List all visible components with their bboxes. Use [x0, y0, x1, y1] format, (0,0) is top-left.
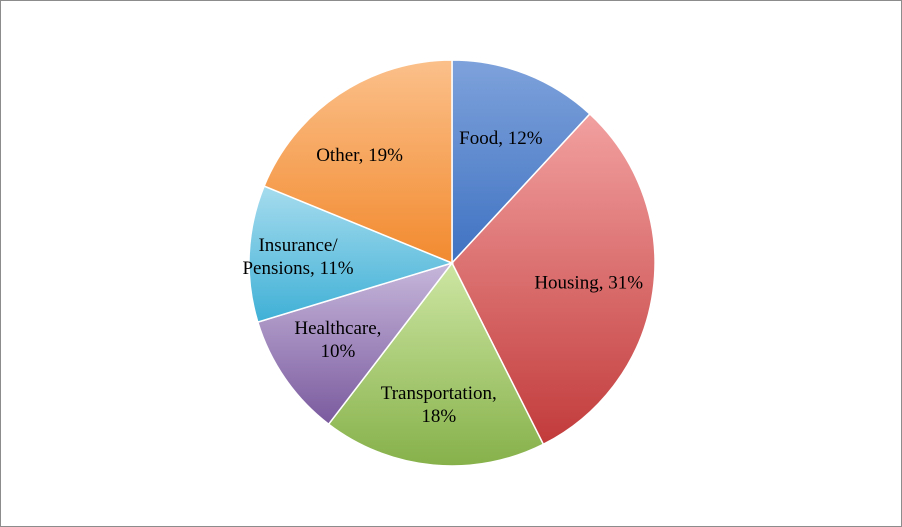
pie-label-food: Food, 12%: [459, 128, 543, 149]
pie-slice-insurance-pensions: [248, 185, 455, 324]
pie-slice-food: [451, 59, 591, 265]
pie-label-other: Other, 19%: [316, 145, 403, 166]
pie-label-housing: Housing, 31%: [534, 272, 643, 293]
pie-slices: [248, 59, 656, 467]
pie-label-insurance-pensions: Insurance/Pensions, 11%: [242, 235, 353, 279]
pie-slice-housing: [451, 112, 656, 446]
pie-slice-healthcare: [256, 261, 455, 426]
pie-slice-other: [263, 59, 453, 265]
pie-label-transportation: Transportation, 18%: [381, 383, 497, 427]
pie-labels: Food, 12% Housing, 31% Transportation, 18%H…: [242, 128, 643, 427]
pie-slice-transportation: [327, 261, 545, 467]
pie-label-healthcare: Healthcare, 10%: [294, 318, 381, 362]
